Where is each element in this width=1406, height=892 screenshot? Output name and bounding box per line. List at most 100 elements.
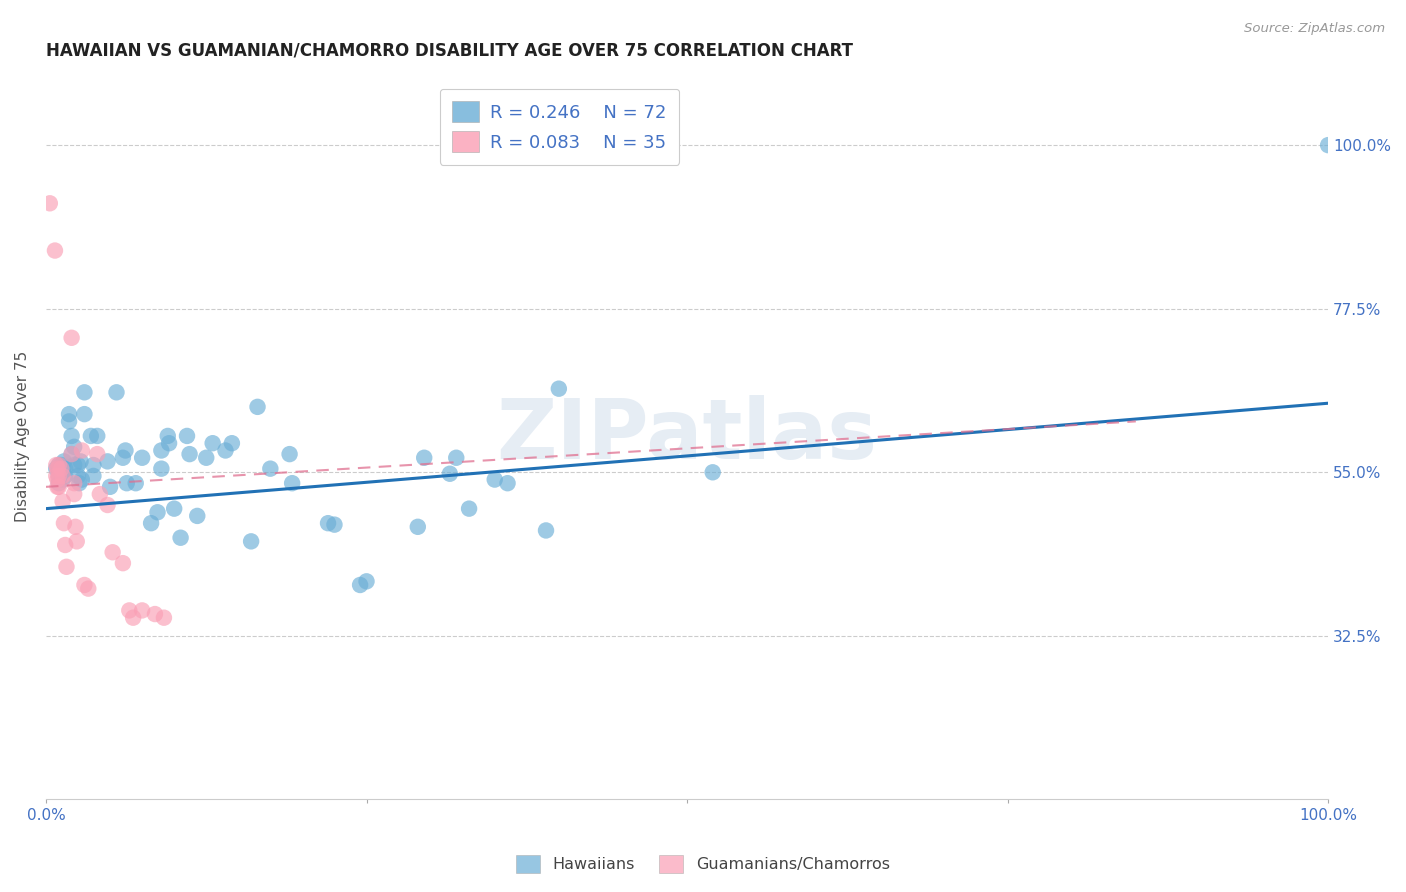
Point (439, 467, 461, 481)
Point (63, 458, 86, 472)
Point (150, 461, 173, 475)
Point (240, 534, 263, 549)
Point (186, 508, 208, 523)
Point (48, 469, 70, 483)
Point (484, 473, 506, 487)
Point (52, 473, 75, 487)
Point (114, 443, 136, 458)
Point (45, 461, 67, 475)
Point (58, 407, 80, 421)
Point (69, 454, 91, 468)
Point (45, 469, 67, 483)
Point (73, 578, 96, 592)
Point (48, 480, 70, 494)
Point (52, 494, 75, 508)
Point (63, 487, 86, 501)
Point (118, 603, 141, 617)
Point (82, 469, 104, 483)
Point (111, 556, 134, 570)
Point (46, 461, 69, 475)
Point (278, 447, 301, 461)
Point (66, 534, 89, 549)
Point (221, 436, 243, 450)
Point (60, 429, 83, 443)
Point (349, 578, 371, 592)
Point (38, 196, 60, 211)
Point (80, 429, 103, 443)
Point (52, 465, 75, 479)
Legend: Hawaiians, Guamanians/Chamorros: Hawaiians, Guamanians/Chamorros (510, 848, 896, 880)
Point (163, 501, 186, 516)
Point (70, 473, 93, 487)
Point (246, 400, 269, 414)
Point (316, 516, 339, 531)
Point (446, 450, 468, 465)
Point (547, 382, 569, 396)
Point (73, 385, 96, 400)
Point (52, 469, 75, 483)
Point (46, 480, 69, 494)
Point (48, 458, 70, 472)
Point (702, 465, 724, 479)
Point (281, 476, 304, 491)
Point (356, 574, 378, 589)
Point (60, 447, 83, 461)
Point (44, 244, 66, 258)
Point (70, 443, 93, 458)
Point (86, 447, 108, 461)
Point (259, 461, 281, 475)
Point (51, 461, 73, 475)
Point (169, 531, 191, 545)
Point (65, 520, 87, 534)
Point (66, 458, 89, 472)
Point (67, 476, 90, 491)
Point (96, 454, 118, 468)
Point (214, 443, 236, 458)
Point (131, 450, 153, 465)
Point (406, 520, 429, 534)
Point (139, 516, 162, 531)
Point (48, 476, 70, 491)
Point (1317, 138, 1340, 153)
Point (77, 582, 100, 596)
Point (86, 429, 108, 443)
Point (53, 469, 76, 483)
Point (89, 487, 111, 501)
Text: Source: ZipAtlas.com: Source: ZipAtlas.com (1244, 22, 1385, 36)
Text: ZIPatlas: ZIPatlas (496, 395, 877, 476)
Point (48, 458, 70, 472)
Point (82, 458, 104, 472)
Text: HAWAIIAN VS GUAMANIAN/CHAMORRO DISABILITY AGE OVER 75 CORRELATION CHART: HAWAIIAN VS GUAMANIAN/CHAMORRO DISABILIT… (46, 42, 853, 60)
Point (413, 450, 436, 465)
Point (66, 469, 89, 483)
Point (111, 450, 134, 465)
Point (156, 429, 179, 443)
Point (55, 559, 77, 574)
Point (131, 603, 153, 617)
Point (53, 538, 76, 552)
Point (98, 480, 121, 494)
Point (52, 461, 75, 475)
Point (179, 447, 201, 461)
Point (96, 498, 118, 512)
Point (45, 458, 67, 472)
Legend: R = 0.246    N = 72, R = 0.083    N = 35: R = 0.246 N = 72, R = 0.083 N = 35 (440, 88, 679, 165)
Point (58, 414, 80, 428)
Point (143, 607, 166, 621)
Point (150, 443, 173, 458)
Point (176, 429, 198, 443)
Point (63, 476, 86, 491)
Point (52, 454, 75, 468)
Point (60, 447, 83, 461)
Point (125, 476, 148, 491)
Point (53, 461, 76, 475)
Point (48, 461, 70, 475)
Point (323, 517, 346, 532)
Point (534, 524, 557, 538)
Point (115, 476, 138, 491)
Point (63, 440, 86, 454)
Y-axis label: Disability Age Over 75: Disability Age Over 75 (15, 351, 30, 522)
Point (73, 407, 96, 421)
Point (458, 501, 481, 516)
Point (201, 436, 224, 450)
